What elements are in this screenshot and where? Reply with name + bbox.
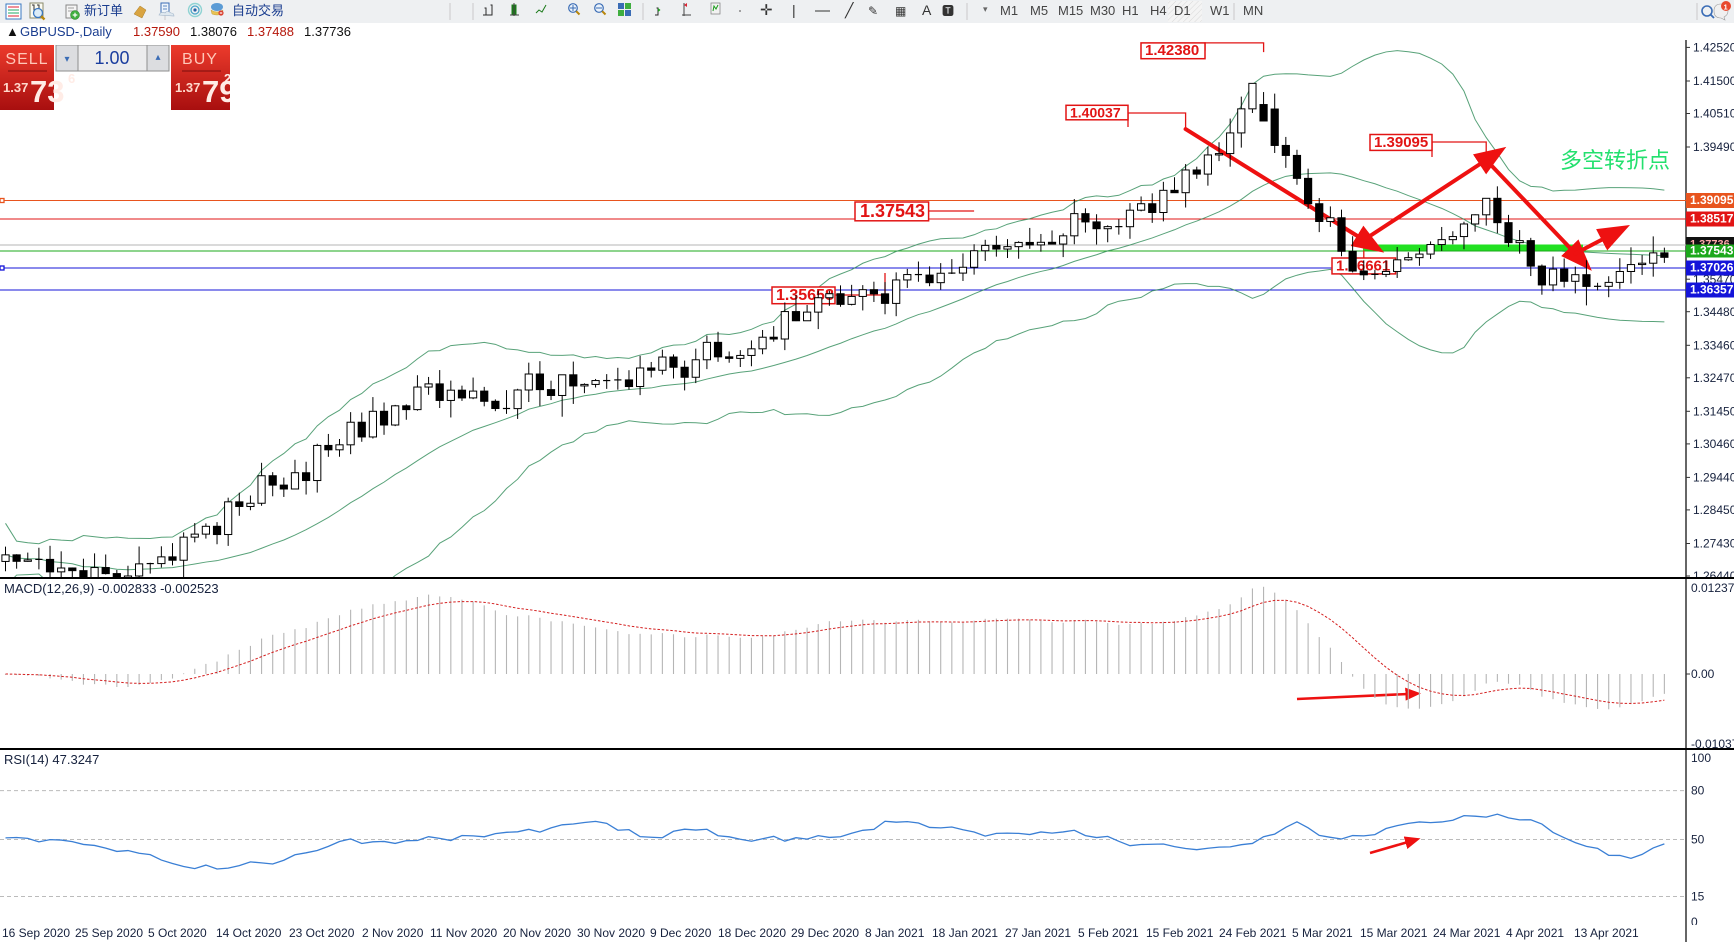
- svg-text:▴: ▴: [155, 52, 160, 63]
- svg-text:6: 6: [68, 71, 75, 86]
- svg-text:1.33460: 1.33460: [1693, 338, 1734, 352]
- svg-text:1.40510: 1.40510: [1693, 107, 1734, 121]
- svg-text:1.28450: 1.28450: [1693, 503, 1734, 517]
- svg-text:80: 80: [1691, 784, 1705, 798]
- svg-text:0.00: 0.00: [1691, 667, 1715, 681]
- svg-text:1.36357: 1.36357: [1690, 283, 1734, 297]
- svg-text:1.39095: 1.39095: [1690, 193, 1734, 207]
- svg-text:▾: ▾: [983, 4, 988, 14]
- svg-text:1.42380: 1.42380: [1145, 42, 1199, 59]
- svg-text:1.37543: 1.37543: [1690, 244, 1734, 258]
- svg-text:H1: H1: [1122, 3, 1139, 18]
- svg-text:1.30460: 1.30460: [1693, 437, 1734, 451]
- svg-text:0.012372: 0.012372: [1691, 581, 1734, 595]
- svg-text:1.00: 1.00: [94, 48, 129, 68]
- svg-text:1.40037: 1.40037: [1070, 104, 1121, 120]
- svg-text:1.34480: 1.34480: [1693, 305, 1734, 319]
- svg-text:1: 1: [1724, 2, 1728, 11]
- svg-text:╱: ╱: [844, 2, 855, 19]
- svg-text:1.37: 1.37: [175, 80, 200, 95]
- svg-text:|: |: [792, 2, 796, 18]
- svg-text:MN: MN: [1243, 3, 1263, 18]
- svg-text:1.37543: 1.37543: [860, 201, 925, 221]
- svg-text:多空转折点: 多空转折点: [1560, 148, 1670, 173]
- svg-text:✛: ✛: [760, 2, 773, 19]
- svg-text:1.26440: 1.26440: [1693, 569, 1734, 577]
- svg-text:自动交易: 自动交易: [232, 3, 284, 18]
- svg-text:▦: ▦: [895, 4, 906, 18]
- svg-text:M30: M30: [1090, 3, 1115, 18]
- svg-text:1.35658: 1.35658: [776, 287, 834, 304]
- svg-text:1.37: 1.37: [3, 80, 28, 95]
- svg-text:M5: M5: [1030, 3, 1048, 18]
- svg-text:W1: W1: [1210, 3, 1230, 18]
- svg-text:1.29440: 1.29440: [1693, 471, 1734, 485]
- svg-text:—: —: [815, 2, 830, 19]
- svg-text:2: 2: [224, 71, 230, 86]
- svg-text:1.39095: 1.39095: [1374, 134, 1428, 151]
- svg-text:1.41500: 1.41500: [1693, 74, 1734, 88]
- svg-text:1.31450: 1.31450: [1693, 404, 1734, 418]
- svg-text:73: 73: [30, 74, 64, 109]
- svg-text:H4: H4: [1150, 3, 1167, 18]
- svg-text:1.32470: 1.32470: [1693, 371, 1734, 385]
- svg-text:100: 100: [1691, 751, 1711, 765]
- svg-text:1.39490: 1.39490: [1693, 140, 1734, 154]
- svg-text:新订单: 新订单: [84, 3, 123, 18]
- svg-text:D1: D1: [1174, 3, 1191, 18]
- svg-text:50: 50: [1691, 833, 1705, 847]
- svg-text:15: 15: [1691, 890, 1705, 904]
- svg-text:1.37026: 1.37026: [1690, 261, 1734, 275]
- svg-text:BUY: BUY: [182, 51, 218, 68]
- svg-text:1.42520: 1.42520: [1693, 41, 1734, 55]
- svg-text:✎: ✎: [868, 4, 878, 18]
- svg-text:A: A: [922, 2, 932, 18]
- svg-text:🆃: 🆃: [942, 4, 954, 18]
- svg-text:SELL: SELL: [5, 51, 48, 68]
- svg-text:1.27430: 1.27430: [1693, 537, 1734, 551]
- svg-text:▾: ▾: [64, 54, 69, 65]
- svg-text:1.38517: 1.38517: [1690, 212, 1734, 226]
- svg-text:M1: M1: [1000, 3, 1018, 18]
- svg-text:M15: M15: [1058, 3, 1083, 18]
